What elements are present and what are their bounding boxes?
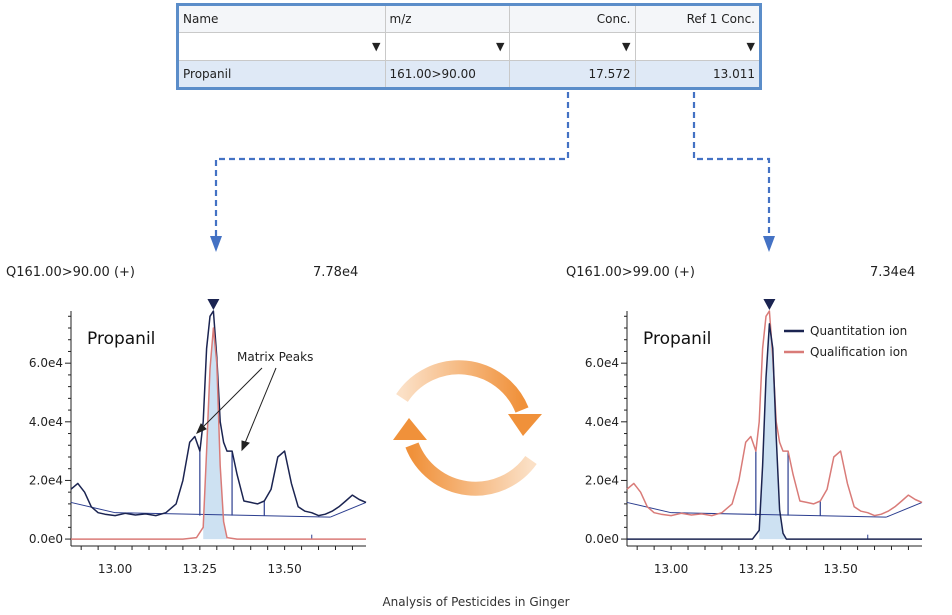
retention-time-marker: [207, 299, 220, 310]
table-filter-row: ▼ ▼ ▼ ▼: [179, 32, 759, 61]
right-chromatogram: 0.0e0 2.0e4 4.0e4 6.0e4 13.00 13.25 13.50 Propa…: [585, 299, 923, 576]
integrated-peak-area: [759, 323, 787, 540]
filter-icon[interactable]: ▼: [622, 39, 631, 53]
right-transition-label: Q161.00>99.00 (+): [566, 265, 695, 280]
matrix-peaks-label: Matrix Peaks: [237, 350, 313, 364]
qualification-trace: [71, 327, 366, 540]
cell-name: Propanil: [179, 60, 386, 87]
connector-arrow-right: [692, 92, 771, 238]
qualification-trace: [626, 310, 923, 517]
table-header-row: Name m/z Conc. Ref 1 Conc.: [179, 6, 759, 34]
left-max-intensity: 7.78e4: [313, 265, 359, 280]
baseline-segment: [886, 501, 923, 518]
y-tick-label: 0.0e0: [29, 532, 63, 546]
matrix-peaks-pointers: [196, 367, 277, 452]
x-tick-label: 13.50: [267, 562, 301, 576]
column-header-ref-conc[interactable]: Ref 1 Conc.: [635, 6, 759, 34]
legend-label-qualification: Qualification ion: [810, 345, 908, 359]
compound-label: Propanil: [643, 329, 711, 349]
y-tick-label: 4.0e4: [29, 415, 63, 429]
column-header-name[interactable]: Name: [179, 6, 386, 34]
y-tick-label: 6.0e4: [29, 356, 63, 370]
figure-caption: Analysis of Pesticides in Ginger: [382, 595, 570, 609]
arrow-head-left: [210, 236, 222, 252]
filter-icon[interactable]: ▼: [496, 39, 505, 53]
legend-label-quantitation: Quantitation ion: [810, 324, 907, 338]
column-header-conc[interactable]: Conc.: [509, 6, 636, 34]
refresh-cycle-icon: [393, 360, 542, 496]
results-table: Name m/z Conc. Ref 1 Conc. ▼ ▼ ▼ ▼ Propa…: [176, 3, 762, 90]
table-row[interactable]: Propanil 161.00>90.00 17.572 13.011: [179, 60, 759, 87]
quantitation-trace: [627, 323, 922, 540]
filter-cell-mz[interactable]: ▼: [385, 32, 510, 61]
left-chromatogram: 0.0e0 2.0e4 4.0e4 6.0e4 13.00 13.25 13.50 Propa…: [29, 299, 367, 576]
baseline-segment: [330, 501, 367, 518]
filter-icon[interactable]: ▼: [372, 39, 381, 53]
filter-cell-ref-conc[interactable]: ▼: [635, 32, 759, 61]
y-tick-label: 6.0e4: [585, 356, 619, 370]
filter-cell-conc[interactable]: ▼: [509, 32, 636, 61]
y-tick-label: 0.0e0: [585, 532, 619, 546]
cell-conc: 17.572: [509, 60, 636, 87]
x-tick-label: 13.00: [654, 562, 688, 576]
column-header-mz[interactable]: m/z: [385, 6, 510, 34]
retention-time-marker: [763, 299, 776, 310]
y-tick-label: 2.0e4: [585, 473, 619, 487]
right-max-intensity: 7.34e4: [870, 265, 916, 280]
y-tick-label: 4.0e4: [585, 415, 619, 429]
x-tick-label: 13.25: [183, 562, 217, 576]
quantitation-trace: [70, 310, 367, 517]
filter-icon[interactable]: ▼: [746, 39, 755, 53]
x-tick-label: 13.00: [98, 562, 132, 576]
x-tick-label: 13.50: [823, 562, 857, 576]
cell-mz: 161.00>90.00: [385, 60, 510, 87]
arrow-head-right: [763, 236, 775, 252]
filter-cell-name[interactable]: ▼: [179, 32, 386, 61]
connector-arrow-left: [214, 92, 570, 238]
y-tick-label: 2.0e4: [29, 473, 63, 487]
left-transition-label: Q161.00>90.00 (+): [6, 265, 135, 280]
compound-label: Propanil: [87, 329, 155, 349]
cell-ref-conc: 13.011: [635, 60, 759, 87]
baseline-segment: [671, 512, 887, 518]
x-tick-label: 13.25: [739, 562, 773, 576]
